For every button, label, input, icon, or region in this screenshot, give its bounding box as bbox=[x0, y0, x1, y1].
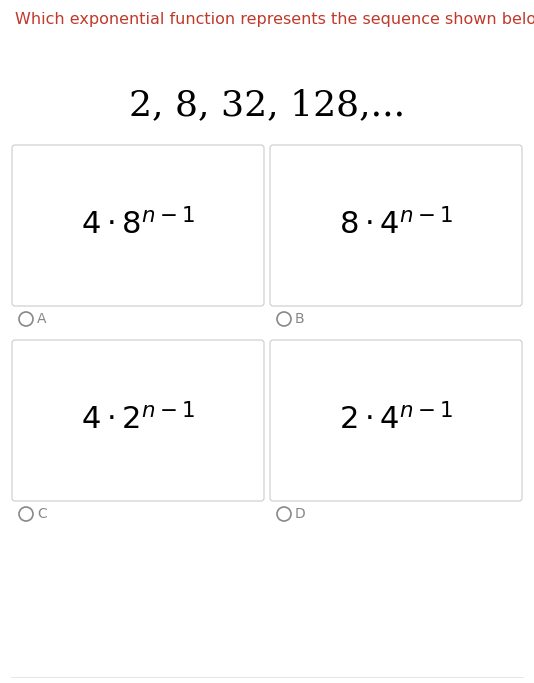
Text: $2 \cdot 4^{n-1}$: $2 \cdot 4^{n-1}$ bbox=[339, 404, 453, 436]
Text: $4 \cdot 8^{n-1}$: $4 \cdot 8^{n-1}$ bbox=[81, 209, 195, 242]
Text: Which exponential function represents the sequence shown below?: Which exponential function represents th… bbox=[15, 12, 534, 27]
Text: $8 \cdot 4^{n-1}$: $8 \cdot 4^{n-1}$ bbox=[339, 209, 453, 242]
FancyBboxPatch shape bbox=[12, 145, 264, 306]
Text: A: A bbox=[37, 312, 46, 326]
Text: D: D bbox=[295, 507, 306, 521]
FancyBboxPatch shape bbox=[12, 340, 264, 501]
Text: B: B bbox=[295, 312, 304, 326]
FancyBboxPatch shape bbox=[270, 340, 522, 501]
Text: $4 \cdot 2^{n-1}$: $4 \cdot 2^{n-1}$ bbox=[81, 404, 195, 436]
Text: C: C bbox=[37, 507, 47, 521]
FancyBboxPatch shape bbox=[270, 145, 522, 306]
Text: 2, 8, 32, 128,...: 2, 8, 32, 128,... bbox=[129, 88, 405, 122]
